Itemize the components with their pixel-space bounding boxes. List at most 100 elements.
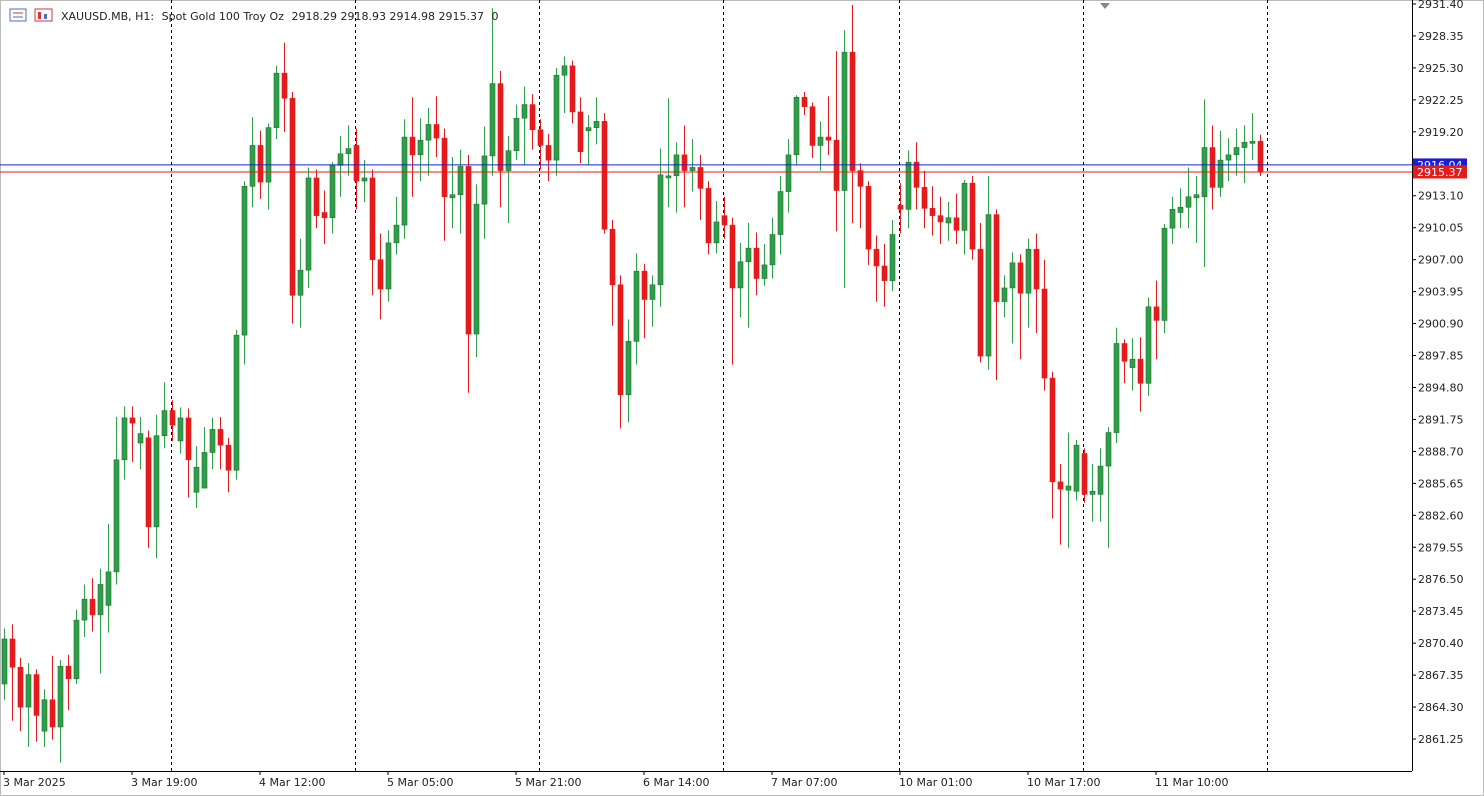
candle-body — [225, 444, 232, 471]
candle-body — [393, 224, 400, 244]
candle-body — [353, 145, 360, 182]
menu-icon[interactable] — [9, 8, 27, 22]
candle-body — [817, 136, 824, 146]
x-tick-label: 6 Mar 14:00 — [643, 776, 709, 789]
candle-body — [17, 666, 24, 708]
candle-body — [977, 248, 984, 357]
candle-body — [1001, 287, 1008, 302]
candle-body — [993, 214, 1000, 302]
candle-body — [761, 264, 768, 279]
candle-body — [721, 215, 728, 226]
candle-body — [873, 248, 880, 267]
candle-body — [617, 284, 624, 396]
y-tick-label: 2897.85 — [1418, 350, 1464, 363]
candle-body — [945, 217, 952, 224]
x-tick-label: 3 Mar 2025 — [3, 776, 66, 789]
candle-body — [985, 214, 992, 357]
candle-body — [753, 247, 760, 279]
y-tick-label: 2885.65 — [1418, 477, 1464, 490]
candle-body — [665, 175, 672, 179]
y-tick-label: 2864.30 — [1418, 701, 1464, 714]
candle-body — [553, 74, 560, 161]
candle-body — [193, 466, 200, 493]
candle-body — [433, 124, 440, 139]
icon-bar — [38, 12, 41, 19]
candle-body — [1137, 358, 1144, 384]
candle-body — [641, 270, 648, 300]
candle-body — [481, 155, 488, 205]
candle-body — [289, 97, 296, 296]
candle-body — [249, 145, 256, 187]
candle-body — [689, 167, 696, 171]
candles — [1, 5, 1264, 763]
candle-body — [841, 51, 848, 191]
candle-body — [513, 117, 520, 151]
candle-body — [849, 51, 856, 171]
candle-body — [545, 145, 552, 161]
candle-body — [489, 83, 496, 157]
candle-body — [33, 674, 40, 716]
candle-body — [465, 166, 472, 335]
x-tick-label: 3 Mar 19:00 — [131, 776, 197, 789]
candle-body — [401, 136, 408, 226]
candle-body — [41, 699, 48, 732]
candle-body — [961, 182, 968, 231]
candle-body — [633, 270, 640, 342]
y-tick-label: 2888.70 — [1418, 445, 1464, 458]
candle-body — [385, 242, 392, 290]
candle-body — [1081, 453, 1088, 495]
candle-body — [913, 161, 920, 188]
candle-body — [345, 148, 352, 155]
candle-body — [73, 619, 80, 680]
candle-body — [1097, 465, 1104, 495]
candle-body — [145, 437, 152, 528]
candle-body — [377, 259, 384, 290]
x-tick-label: 11 Mar 10:00 — [1155, 776, 1228, 789]
candle-body — [1161, 227, 1168, 321]
x-tick-label: 7 Mar 07:00 — [771, 776, 837, 789]
y-tick-label: 2861.25 — [1418, 733, 1464, 746]
icon-bar — [44, 14, 47, 19]
candle-body — [1073, 444, 1080, 492]
candle-body — [929, 208, 936, 216]
candle-body — [729, 224, 736, 289]
candle-body — [1225, 154, 1232, 161]
candle-body — [497, 83, 504, 171]
y-tick-label: 2919.20 — [1418, 126, 1464, 139]
y-tick-label: 2913.10 — [1418, 190, 1464, 203]
candle-body — [57, 665, 64, 728]
candle-body — [1153, 306, 1160, 321]
candle-body — [65, 665, 72, 680]
candle-body — [737, 261, 744, 289]
candle-body — [1, 638, 8, 685]
candle-body — [81, 598, 88, 621]
candle-body — [705, 188, 712, 244]
chart-icon[interactable] — [34, 8, 53, 22]
candle-body — [441, 137, 448, 198]
candle-body — [1209, 147, 1216, 188]
candle-body — [1177, 206, 1184, 213]
candle-body — [25, 674, 32, 708]
candle-body — [97, 584, 104, 616]
symbol: XAUUSD.MB, H1: — [61, 10, 154, 23]
candle-body — [601, 121, 608, 230]
candle-body — [1193, 194, 1200, 199]
candle-body — [105, 571, 112, 606]
candle-body — [265, 127, 272, 183]
candle-body — [185, 417, 192, 461]
candle-body — [1017, 262, 1024, 294]
candle-body — [777, 191, 784, 235]
candle-body — [1257, 141, 1264, 173]
candle-body — [297, 269, 304, 296]
y-tick-label: 2907.00 — [1418, 254, 1464, 267]
y-tick-label: 2876.50 — [1418, 573, 1464, 586]
candle-body — [457, 166, 464, 195]
candle-body — [1113, 343, 1120, 433]
x-tick-label: 5 Mar 05:00 — [387, 776, 453, 789]
candle-body — [969, 182, 976, 250]
y-tick-label: 2873.45 — [1418, 605, 1464, 618]
y-tick-label: 2903.95 — [1418, 286, 1464, 299]
header-low: 2914.98 — [389, 10, 435, 23]
